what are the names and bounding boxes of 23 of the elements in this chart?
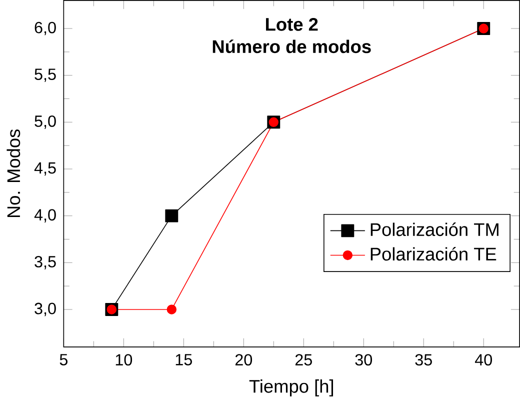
y-tick-label: 4,0 bbox=[34, 209, 56, 222]
x-tick-label: 25 bbox=[295, 354, 312, 366]
y-tick-label: 6,0 bbox=[34, 22, 56, 36]
x-axis-title: Tiempo [h] bbox=[249, 379, 334, 396]
y-tick-label: 4,5 bbox=[34, 162, 56, 176]
text: Lote 2 bbox=[266, 18, 318, 31]
text: Número de modos bbox=[212, 39, 371, 54]
y-tick-label: 5,0 bbox=[34, 115, 56, 129]
x-tick-label: 10 bbox=[116, 354, 132, 366]
y-tick-label: 3,0 bbox=[34, 302, 56, 316]
x-tick-label: 35 bbox=[415, 354, 432, 366]
x-tick-label: 15 bbox=[176, 354, 192, 366]
x-tick-label: 5 bbox=[60, 354, 68, 366]
y-tick-label: 3,5 bbox=[34, 256, 56, 270]
legend-label: Polarización TE bbox=[370, 246, 496, 261]
point bbox=[165, 209, 178, 222]
y-axis-title: No. Modos bbox=[6, 129, 20, 217]
x-tick-label: 30 bbox=[355, 354, 372, 366]
legend-label: Polarización TM bbox=[370, 222, 498, 236]
x-tick-label: 40 bbox=[474, 354, 492, 366]
x-tick-label: 20 bbox=[235, 354, 252, 366]
point bbox=[166, 304, 177, 314]
y-tick-label: 5,5 bbox=[34, 68, 56, 82]
